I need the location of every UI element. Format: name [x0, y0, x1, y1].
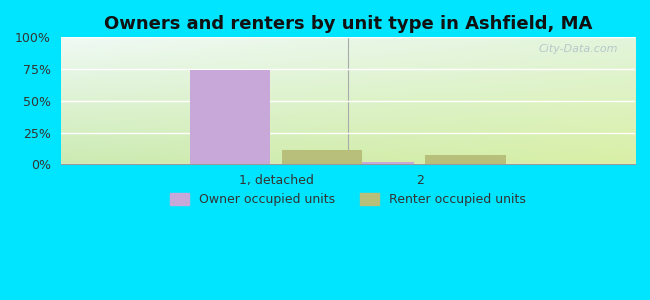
Bar [425, 155, 506, 164]
Bar [281, 150, 362, 164]
Text: City-Data.com: City-Data.com [538, 44, 617, 54]
Bar [333, 162, 414, 164]
Legend: Owner occupied units, Renter occupied units: Owner occupied units, Renter occupied un… [165, 188, 530, 211]
Bar [190, 70, 270, 164]
Title: Owners and renters by unit type in Ashfield, MA: Owners and renters by unit type in Ashfi… [103, 15, 592, 33]
